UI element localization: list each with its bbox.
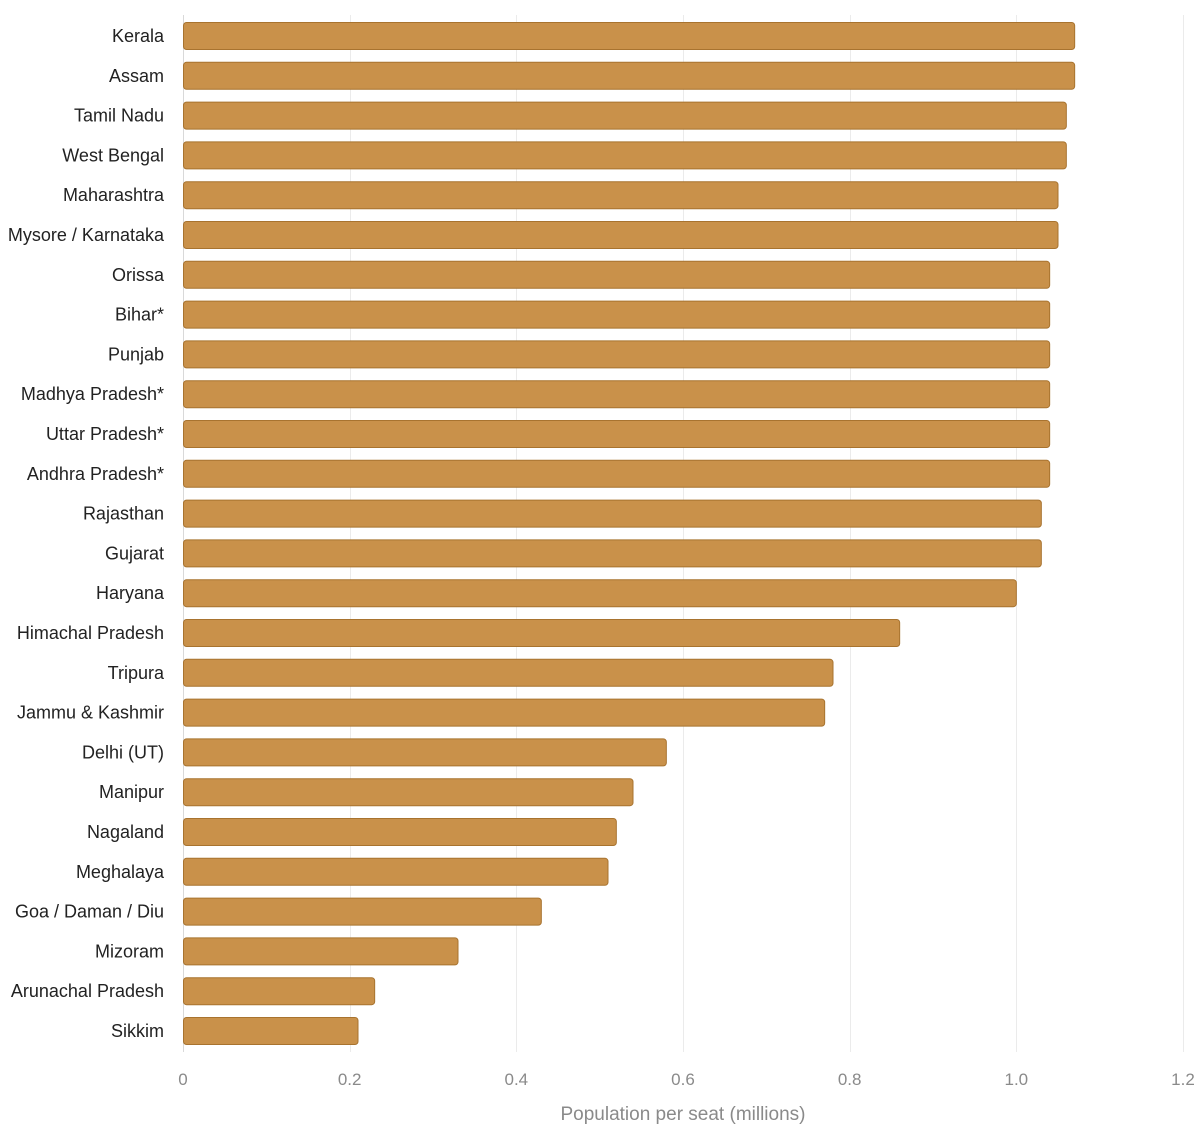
category-label: Meghalaya	[76, 862, 165, 882]
x-tick-label: 0.8	[838, 1070, 862, 1089]
bar	[183, 101, 1067, 130]
bar	[183, 897, 542, 926]
bar	[183, 778, 634, 807]
category-label: Uttar Pradesh*	[46, 424, 164, 444]
category-label: Mizoram	[95, 941, 164, 961]
bar	[183, 340, 1051, 369]
grid-layer	[183, 15, 1184, 1052]
bar	[183, 977, 376, 1006]
category-label: Arunachal Pradesh	[11, 981, 164, 1001]
x-tick-label: 0.6	[671, 1070, 695, 1089]
x-tick-label: 0.2	[338, 1070, 362, 1089]
category-label: Haryana	[96, 583, 165, 603]
bar	[183, 619, 901, 647]
x-axis-title: Population per seat (millions)	[560, 1104, 805, 1125]
category-label: Delhi (UT)	[82, 742, 164, 762]
bar	[183, 1017, 359, 1045]
category-label: Sikkim	[111, 1021, 164, 1041]
category-label: Himachal Pradesh	[17, 623, 164, 643]
bar	[183, 181, 1059, 210]
x-tick-label: 0.4	[505, 1070, 529, 1089]
bar	[183, 698, 826, 727]
category-label: Kerala	[112, 26, 165, 46]
bar	[183, 260, 1051, 289]
bar	[183, 459, 1051, 488]
category-label: Goa / Daman / Diu	[15, 902, 164, 922]
bar	[183, 380, 1051, 409]
x-tick-label: 1.0	[1005, 1070, 1029, 1089]
category-label: Manipur	[99, 782, 164, 802]
bar	[183, 22, 1076, 50]
category-label: Maharashtra	[63, 185, 165, 205]
category-label: Assam	[109, 66, 164, 86]
category-label: Nagaland	[87, 822, 164, 842]
bar	[183, 141, 1067, 170]
category-label: Rajasthan	[83, 504, 164, 524]
bar	[183, 937, 459, 966]
x-tick-label: 0	[178, 1070, 187, 1089]
category-label: Orissa	[112, 265, 165, 285]
category-label: Tamil Nadu	[74, 106, 164, 126]
category-labels: Kerala Assam Tamil Nadu West Bengal Maharash…	[8, 26, 165, 1041]
bar	[183, 857, 609, 886]
category-label: West Bengal	[62, 145, 164, 165]
bar	[183, 221, 1059, 249]
bar	[183, 61, 1076, 90]
bar	[183, 420, 1051, 448]
bar	[183, 579, 1017, 608]
bar	[183, 539, 1042, 568]
bar	[183, 818, 617, 846]
category-label: Madhya Pradesh*	[21, 384, 164, 404]
x-tick-label: 1.2	[1171, 1070, 1195, 1089]
bar	[183, 738, 667, 767]
category-label: Andhra Pradesh*	[27, 464, 164, 484]
bars-layer	[183, 22, 1076, 1045]
bar	[183, 300, 1051, 329]
bar	[183, 658, 834, 687]
category-label: Tripura	[108, 663, 165, 683]
bar	[183, 499, 1042, 528]
category-label: Mysore / Karnataka	[8, 225, 165, 245]
category-label: Jammu & Kashmir	[17, 703, 164, 723]
category-label: Gujarat	[105, 543, 164, 563]
category-label: Bihar*	[115, 305, 164, 325]
x-tick-labels: 0 0.2 0.4 0.6 0.8 1.0 1.2	[178, 1070, 1195, 1089]
category-label: Punjab	[108, 344, 164, 364]
